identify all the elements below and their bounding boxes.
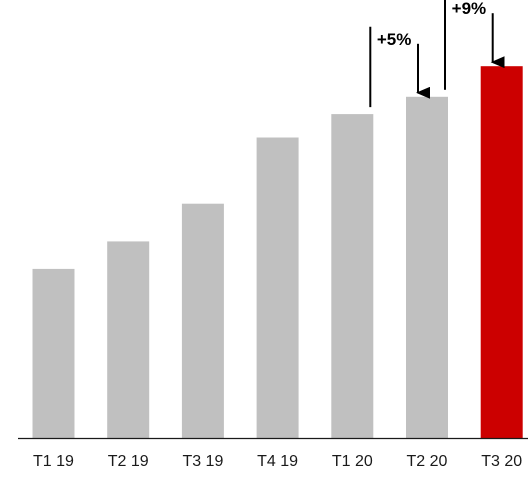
x-tick-labels: T1 19 T2 19 T3 19 T4 19 T1 20 T2 20 T3 20 (33, 453, 522, 470)
x-tick-label: T2 19 (108, 453, 149, 470)
annotation-label: +9% (452, 0, 487, 18)
annotation-label: +5% (377, 30, 412, 49)
bar-t2-19 (107, 241, 150, 438)
bar-t1-20 (331, 114, 374, 438)
bar-t4-19 (256, 137, 299, 438)
x-tick-label: T4 19 (257, 453, 298, 470)
bar-t1-19 (32, 268, 75, 438)
annotations-layer: +5% +9% (369, 0, 505, 108)
x-tick-label: T1 20 (332, 453, 373, 470)
bar-t2-20 (406, 96, 448, 439)
bars-layer (32, 66, 523, 439)
x-tick-label: T2 20 (407, 453, 448, 470)
x-tick-label: T3 19 (182, 453, 223, 470)
growth-annotation: +5% (369, 26, 430, 108)
growth-annotation: +9% (444, 0, 505, 90)
bar-t3-20 (480, 66, 523, 438)
x-tick-label: T1 19 (33, 453, 74, 470)
bar-t3-19 (181, 203, 224, 438)
x-tick-label: T3 20 (481, 453, 522, 470)
